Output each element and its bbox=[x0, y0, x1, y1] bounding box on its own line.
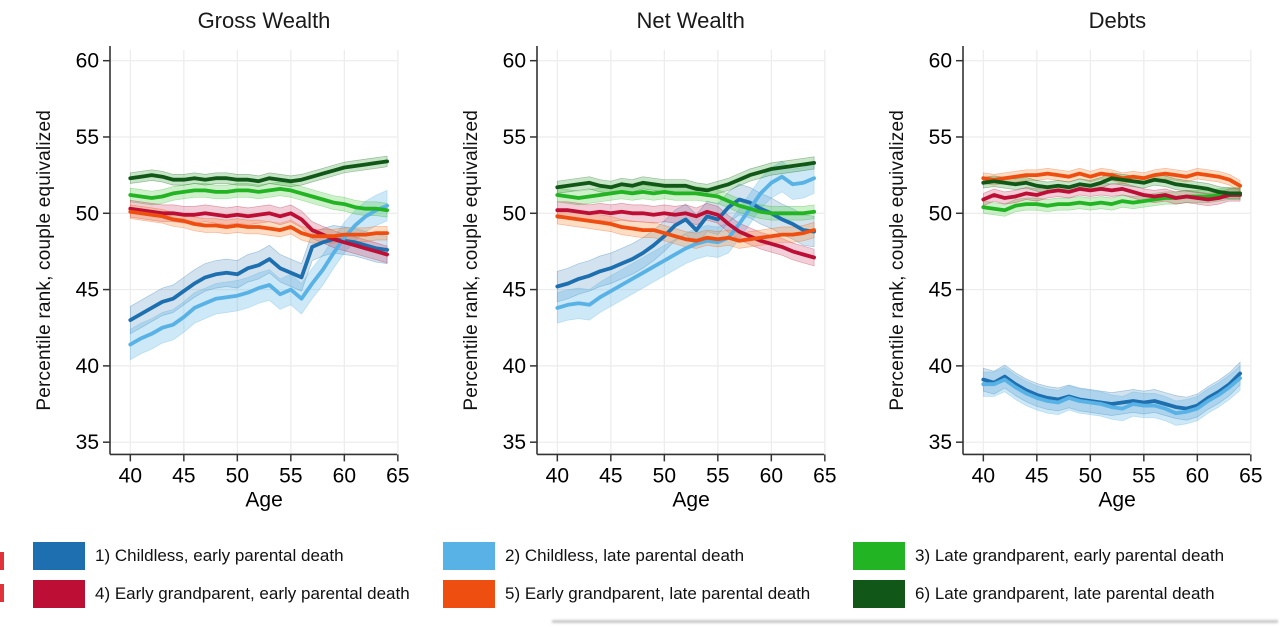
plot-area-net-wealth: 35 40 45 50 55 60 40 45 50 55 60 65 Age bbox=[491, 40, 839, 514]
y-axis-label: Percentile rank, couple equivalized bbox=[34, 109, 55, 411]
y-axis-label-column: Percentile rank, couple equivalized bbox=[879, 40, 917, 480]
svg-text:35: 35 bbox=[929, 431, 952, 454]
svg-text:40: 40 bbox=[972, 464, 995, 487]
legend-item-2: 2) Childless, late parental death bbox=[443, 540, 853, 572]
svg-text:35: 35 bbox=[502, 431, 525, 454]
svg-text:45: 45 bbox=[502, 279, 525, 302]
svg-text:Age: Age bbox=[672, 488, 709, 511]
svg-text:55: 55 bbox=[279, 464, 302, 487]
legend-label: 2) Childless, late parental death bbox=[505, 546, 745, 565]
svg-text:45: 45 bbox=[76, 279, 99, 302]
svg-text:65: 65 bbox=[1239, 464, 1262, 487]
panel-body: Percentile rank, couple equivalized 35 40… bbox=[453, 40, 854, 514]
y-axis-label: Percentile rank, couple equivalized bbox=[460, 109, 482, 411]
svg-text:50: 50 bbox=[502, 202, 525, 225]
legend-item-4: 4) Early grandparent, early parental dea… bbox=[33, 578, 443, 610]
legend-label: 3) Late grandparent, early parental deat… bbox=[915, 546, 1225, 565]
panel-body: Percentile rank, couple equivalized 35 40… bbox=[879, 40, 1280, 514]
legend: 1) Childless, early parental death 2) Ch… bbox=[0, 540, 1280, 610]
svg-text:40: 40 bbox=[929, 355, 952, 378]
svg-text:55: 55 bbox=[929, 126, 952, 149]
charts-row: Gross Wealth Percentile rank, couple equ… bbox=[0, 0, 1280, 514]
svg-text:Age: Age bbox=[245, 488, 282, 511]
plot-area-gross-wealth: 35 40 45 50 55 60 40 45 50 55 60 65 Age bbox=[64, 40, 412, 514]
svg-text:60: 60 bbox=[759, 464, 782, 487]
svg-text:60: 60 bbox=[1186, 464, 1209, 487]
panel-gross-wealth: Gross Wealth Percentile rank, couple equ… bbox=[0, 0, 427, 514]
svg-text:45: 45 bbox=[929, 279, 952, 302]
panel-title-debts: Debts bbox=[1088, 8, 1147, 33]
legend-label: 4) Early grandparent, early parental dea… bbox=[95, 584, 410, 603]
svg-text:45: 45 bbox=[599, 464, 622, 487]
legend-item-3: 3) Late grandparent, early parental deat… bbox=[853, 540, 1263, 572]
svg-text:55: 55 bbox=[76, 126, 99, 149]
panel-title-net-wealth: Net Wealth bbox=[636, 8, 745, 33]
svg-text:35: 35 bbox=[76, 431, 99, 454]
svg-text:60: 60 bbox=[929, 50, 952, 73]
y-axis-label-column: Percentile rank, couple equivalized bbox=[26, 40, 64, 480]
svg-text:65: 65 bbox=[386, 464, 409, 487]
svg-text:55: 55 bbox=[706, 464, 729, 487]
legend-swatch-crimson bbox=[33, 580, 85, 608]
legend-swatch-dark-blue bbox=[33, 542, 85, 570]
screen-edge-artifact bbox=[0, 552, 4, 570]
screen-edge-artifact bbox=[552, 620, 1278, 623]
legend-label: 5) Early grandparent, late parental deat… bbox=[505, 584, 811, 603]
svg-text:45: 45 bbox=[1025, 464, 1048, 487]
legend-item-6: 6) Late grandparent, late parental death bbox=[853, 578, 1263, 610]
svg-text:40: 40 bbox=[545, 464, 568, 487]
svg-text:45: 45 bbox=[172, 464, 195, 487]
panel-net-wealth: Net Wealth Percentile rank, couple equiv… bbox=[427, 0, 854, 514]
svg-text:50: 50 bbox=[652, 464, 675, 487]
svg-text:55: 55 bbox=[502, 126, 525, 149]
svg-text:40: 40 bbox=[502, 355, 525, 378]
svg-text:50: 50 bbox=[226, 464, 249, 487]
svg-text:55: 55 bbox=[1132, 464, 1155, 487]
panel-body: Percentile rank, couple equivalized 35 40… bbox=[26, 40, 427, 514]
svg-text:50: 50 bbox=[1079, 464, 1102, 487]
panel-title-gross-wealth: Gross Wealth bbox=[197, 8, 331, 33]
legend-label: 1) Childless, early parental death bbox=[95, 546, 344, 565]
screen-edge-artifact bbox=[0, 584, 4, 602]
y-axis-label-column: Percentile rank, couple equivalized bbox=[453, 40, 491, 480]
legend-item-1: 1) Childless, early parental death bbox=[33, 540, 443, 572]
legend-label: 6) Late grandparent, late parental death bbox=[915, 584, 1215, 603]
svg-text:50: 50 bbox=[76, 202, 99, 225]
svg-text:Age: Age bbox=[1099, 488, 1136, 511]
legend-item-5: 5) Early grandparent, late parental deat… bbox=[443, 578, 853, 610]
svg-text:60: 60 bbox=[76, 50, 99, 73]
svg-text:60: 60 bbox=[333, 464, 356, 487]
svg-text:65: 65 bbox=[813, 464, 836, 487]
legend-swatch-dark-green bbox=[853, 580, 905, 608]
svg-text:40: 40 bbox=[76, 355, 99, 378]
legend-swatch-light-blue bbox=[443, 542, 495, 570]
svg-text:40: 40 bbox=[119, 464, 142, 487]
plot-area-debts: 35 40 45 50 55 60 40 45 50 55 60 65 Age bbox=[917, 40, 1265, 514]
svg-text:50: 50 bbox=[929, 202, 952, 225]
panel-debts: Debts Percentile rank, couple equivalize… bbox=[853, 0, 1280, 514]
legend-swatch-bright-green bbox=[853, 542, 905, 570]
y-axis-label: Percentile rank, couple equivalized bbox=[887, 109, 909, 411]
legend-swatch-orange bbox=[443, 580, 495, 608]
svg-text:60: 60 bbox=[502, 50, 525, 73]
